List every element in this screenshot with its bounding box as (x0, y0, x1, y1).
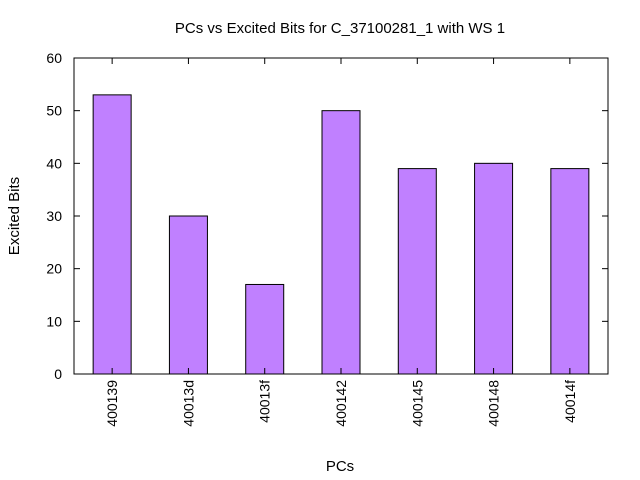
x-tick-label: 400145 (409, 380, 425, 427)
y-tick-label: 40 (46, 155, 62, 171)
chart-title: PCs vs Excited Bits for C_37100281_1 wit… (175, 20, 505, 37)
bar-400139 (92, 94, 132, 375)
x-tick-label: 400142 (333, 380, 349, 427)
y-tick-label: 20 (46, 261, 62, 277)
bar-40013f (245, 283, 285, 375)
y-tick-label: 0 (54, 366, 62, 382)
axes-group: 400139 40013d 40013f 400142 400145 400148 4001… (46, 50, 608, 427)
x-tick-label: 400148 (486, 380, 502, 427)
y-tick-label: 30 (46, 208, 62, 224)
y-tick-label: 10 (46, 313, 62, 329)
bar-400145 (397, 168, 437, 375)
bar-400142 (321, 110, 361, 375)
x-tick-label: 40013f (257, 380, 273, 423)
bar-40014f (550, 168, 590, 375)
y-tick-label: 50 (46, 103, 62, 119)
y-axis-label: Excited Bits (6, 177, 23, 255)
x-tick-label: 400139 (104, 380, 120, 427)
bar-40013d (168, 215, 208, 375)
x-tick-label: 40013d (180, 380, 196, 427)
bar-400148 (474, 162, 514, 375)
x-axis-label: PCs (326, 458, 354, 475)
y-tick-label: 60 (46, 50, 62, 66)
bars-group (92, 94, 590, 375)
plot-frame (73, 57, 609, 375)
x-tick-label: 40014f (562, 380, 578, 423)
